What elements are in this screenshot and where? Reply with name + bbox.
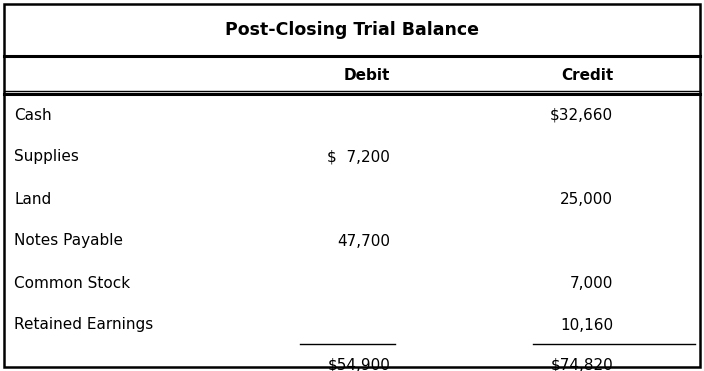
Text: Post-Closing Trial Balance: Post-Closing Trial Balance: [225, 21, 479, 39]
Text: Supplies: Supplies: [15, 150, 80, 164]
Text: Notes Payable: Notes Payable: [15, 233, 123, 249]
Text: 7,000: 7,000: [570, 276, 613, 290]
Text: Credit: Credit: [561, 68, 613, 82]
Text: 10,160: 10,160: [560, 318, 613, 332]
Text: Debit: Debit: [344, 68, 390, 82]
Text: $74,820: $74,820: [551, 358, 613, 371]
Text: $54,900: $54,900: [327, 358, 390, 371]
Text: Retained Earnings: Retained Earnings: [15, 318, 153, 332]
Text: $  7,200: $ 7,200: [327, 150, 390, 164]
Text: Land: Land: [15, 191, 51, 207]
Text: Common Stock: Common Stock: [15, 276, 130, 290]
Text: 47,700: 47,700: [337, 233, 390, 249]
Text: Cash: Cash: [15, 108, 52, 122]
Text: 25,000: 25,000: [560, 191, 613, 207]
Text: $32,660: $32,660: [550, 108, 613, 122]
